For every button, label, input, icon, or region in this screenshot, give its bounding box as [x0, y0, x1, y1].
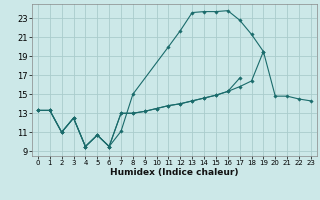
X-axis label: Humidex (Indice chaleur): Humidex (Indice chaleur) — [110, 168, 239, 177]
